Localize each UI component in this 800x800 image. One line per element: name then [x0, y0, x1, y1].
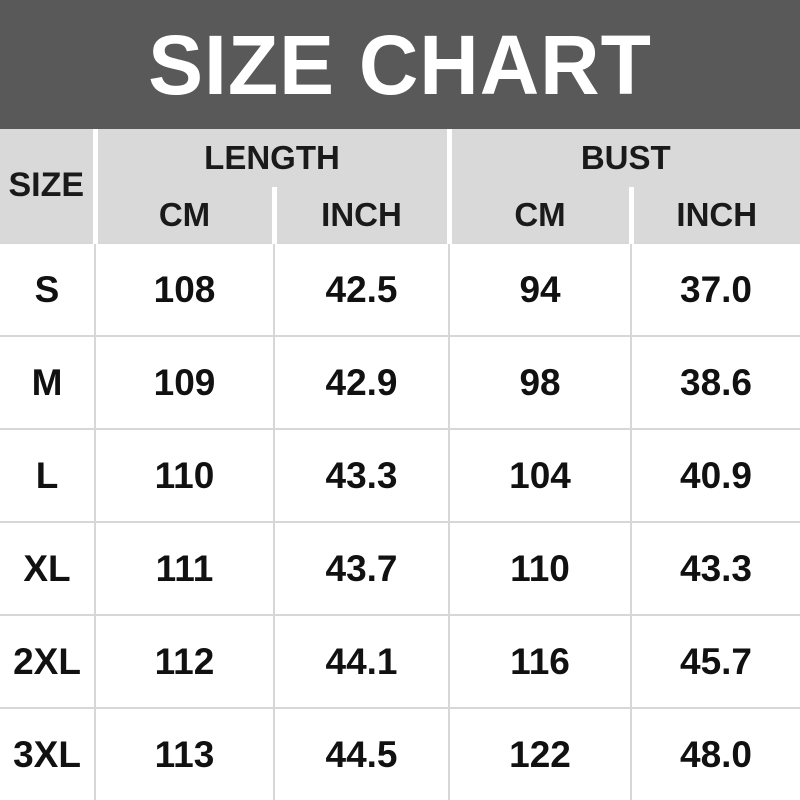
size-cell: M [0, 335, 96, 430]
length-inch-cell: 43.7 [272, 521, 451, 616]
table-row: L 110 43.3 104 40.9 [0, 428, 800, 523]
column-header-bust-cm: CM [446, 187, 632, 243]
size-chart-table: SIZE LENGTH BUST CM INCH CM INCH S 108 42.… [0, 129, 800, 800]
column-group-bust: BUST [446, 129, 800, 187]
column-header-size: SIZE [0, 129, 95, 243]
length-cm-cell: 110 [94, 428, 275, 523]
column-header-length-cm: CM [92, 187, 274, 243]
bust-cm-cell: 94 [448, 242, 633, 337]
length-cm-cell: 108 [94, 242, 275, 337]
bust-inch-cell: 43.3 [630, 521, 800, 616]
table-row: M 109 42.9 98 38.6 [0, 335, 800, 430]
size-table-header: SIZE LENGTH BUST CM INCH CM INCH [0, 129, 800, 243]
size-cell: S [0, 242, 96, 337]
header-group-row: SIZE LENGTH BUST [0, 129, 800, 243]
size-cell: XL [0, 521, 96, 616]
length-cm-cell: 111 [94, 521, 275, 616]
column-header-bust-inch: INCH [628, 187, 800, 243]
size-chart-banner: SIZE CHART [0, 0, 800, 129]
size-chart-title: SIZE CHART [148, 17, 652, 112]
length-inch-cell: 44.1 [272, 614, 451, 709]
length-inch-cell: 44.5 [272, 707, 451, 800]
table-row: S 108 42.5 94 37.0 [0, 242, 800, 337]
length-cm-cell: 113 [94, 707, 275, 800]
bust-inch-cell: 37.0 [630, 242, 800, 337]
length-inch-cell: 42.9 [272, 335, 451, 430]
length-inch-cell: 43.3 [272, 428, 451, 523]
bust-cm-cell: 98 [448, 335, 633, 430]
column-header-length-inch: INCH [271, 187, 450, 243]
bust-inch-cell: 38.6 [630, 335, 800, 430]
length-cm-cell: 112 [94, 614, 275, 709]
table-row: XL 111 43.7 110 43.3 [0, 521, 800, 616]
size-cell: 2XL [0, 614, 96, 709]
header-sub-row: CM INCH CM INCH [0, 187, 800, 243]
table-row: 2XL 112 44.1 116 45.7 [0, 614, 800, 709]
table-row: 3XL 113 44.5 122 48.0 [0, 707, 800, 800]
column-group-length: LENGTH [92, 129, 450, 187]
bust-inch-cell: 45.7 [630, 614, 800, 709]
size-cell: 3XL [0, 707, 96, 800]
length-cm-cell: 109 [94, 335, 275, 430]
size-cell: L [0, 428, 96, 523]
size-table-body: S 108 42.5 94 37.0 M 109 42.9 98 38.6 L 110 43.3 104 4… [0, 242, 800, 800]
bust-inch-cell: 40.9 [630, 428, 800, 523]
bust-inch-cell: 48.0 [630, 707, 800, 800]
bust-cm-cell: 110 [448, 521, 633, 616]
bust-cm-cell: 104 [448, 428, 633, 523]
bust-cm-cell: 116 [448, 614, 633, 709]
bust-cm-cell: 122 [448, 707, 633, 800]
length-inch-cell: 42.5 [272, 242, 451, 337]
